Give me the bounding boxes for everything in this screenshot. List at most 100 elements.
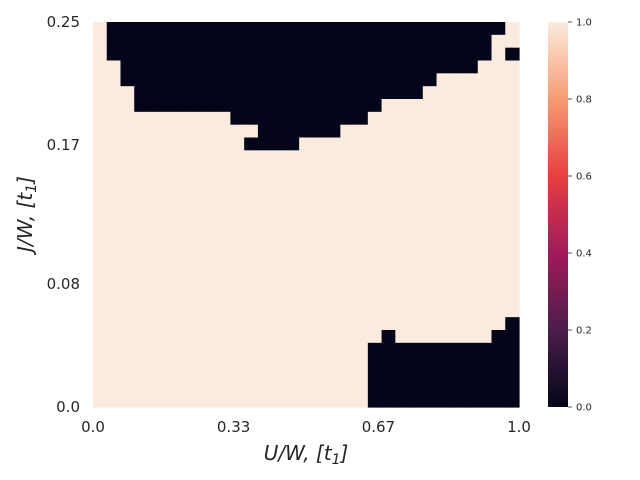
heatmap-cell bbox=[93, 381, 108, 395]
heatmap-cell bbox=[354, 240, 369, 254]
heatmap-cell bbox=[450, 124, 465, 139]
heatmap-cell bbox=[422, 342, 438, 357]
heatmap-cell bbox=[161, 22, 177, 36]
heatmap-cell bbox=[271, 176, 286, 190]
heatmap-cell bbox=[450, 150, 465, 164]
heatmap-cell bbox=[450, 265, 465, 280]
heatmap-cell bbox=[285, 150, 300, 164]
heatmap-cell bbox=[299, 291, 314, 305]
heatmap-cell bbox=[216, 330, 232, 344]
heatmap-cell bbox=[436, 73, 451, 87]
heatmap-cell bbox=[367, 317, 383, 331]
heatmap-cell bbox=[120, 278, 135, 293]
heatmap-cell bbox=[106, 317, 122, 331]
heatmap-cell bbox=[367, 86, 383, 100]
heatmap-cell bbox=[147, 253, 163, 267]
heatmap-cell bbox=[175, 265, 190, 280]
heatmap-cell bbox=[285, 176, 300, 190]
heatmap-cell bbox=[202, 304, 218, 318]
heatmap-cell bbox=[202, 342, 218, 357]
heatmap-cell bbox=[326, 124, 341, 139]
heatmap-cell bbox=[299, 150, 314, 164]
heatmap-cell bbox=[202, 278, 218, 293]
heatmap-cell bbox=[244, 291, 259, 305]
heatmap-cell bbox=[93, 342, 108, 357]
heatmap-cell bbox=[312, 99, 328, 113]
heatmap-cell bbox=[134, 330, 149, 344]
heatmap-cell bbox=[477, 214, 493, 228]
heatmap-cell bbox=[367, 330, 383, 344]
heatmap-cell bbox=[299, 176, 314, 190]
heatmap-cell bbox=[477, 201, 493, 216]
heatmap-cell bbox=[106, 253, 122, 267]
colorbar-ticks: 0.0 0.2 0.4 0.6 0.8 1.0 bbox=[568, 18, 592, 414]
heatmap-cell bbox=[230, 253, 245, 267]
heatmap-cell bbox=[285, 34, 300, 49]
colorbar-tick-label: 0.0 bbox=[576, 403, 592, 414]
heatmap-cell bbox=[409, 394, 424, 408]
heatmap-cell bbox=[422, 304, 438, 318]
heatmap-cell bbox=[395, 60, 410, 74]
heatmap-cell bbox=[505, 317, 520, 331]
heatmap-cell bbox=[147, 394, 163, 408]
heatmap-cell bbox=[271, 304, 286, 318]
heatmap-cell bbox=[161, 304, 177, 318]
heatmap-cell bbox=[464, 137, 479, 151]
heatmap-cell bbox=[409, 137, 424, 151]
heatmap-cell bbox=[147, 163, 163, 177]
heatmap-cell bbox=[230, 265, 245, 280]
heatmap-cell bbox=[175, 304, 190, 318]
heatmap-cell bbox=[299, 394, 314, 408]
heatmap-cell bbox=[244, 150, 259, 164]
heatmap-cell bbox=[120, 176, 135, 190]
heatmap-cell bbox=[299, 86, 314, 100]
heatmap-cell bbox=[285, 86, 300, 100]
heatmap-cell bbox=[326, 291, 341, 305]
heatmap-cell bbox=[189, 137, 204, 151]
heatmap-cell bbox=[505, 291, 520, 305]
heatmap-cell bbox=[505, 394, 520, 408]
heatmap-cell bbox=[120, 163, 135, 177]
heatmap-cell bbox=[436, 381, 451, 395]
heatmap-cell bbox=[312, 34, 328, 49]
heatmap-cell bbox=[464, 73, 479, 87]
heatmap-cell bbox=[354, 60, 369, 74]
heatmap-cell bbox=[257, 73, 273, 87]
heatmap-cell bbox=[106, 99, 122, 113]
heatmap-cell bbox=[285, 265, 300, 280]
heatmap-cell bbox=[147, 34, 163, 49]
heatmap-cell bbox=[340, 342, 355, 357]
heatmap-cell bbox=[257, 188, 273, 203]
heatmap-cell bbox=[147, 214, 163, 228]
heatmap-cell bbox=[436, 124, 451, 139]
heatmap-cell bbox=[312, 176, 328, 190]
heatmap-cell bbox=[299, 214, 314, 228]
heatmap-cell bbox=[134, 368, 149, 382]
heatmap-cell bbox=[120, 394, 135, 408]
heatmap-cell bbox=[340, 291, 355, 305]
heatmap-cell bbox=[299, 381, 314, 395]
heatmap-cell bbox=[340, 188, 355, 203]
heatmap-cell bbox=[450, 342, 465, 357]
heatmap-cell bbox=[422, 99, 438, 113]
heatmap-cell bbox=[491, 124, 506, 139]
heatmap-cell bbox=[464, 342, 479, 357]
heatmap-cell bbox=[477, 47, 493, 62]
heatmap-cell bbox=[312, 291, 328, 305]
heatmap-cell bbox=[354, 394, 369, 408]
heatmap-cell bbox=[340, 394, 355, 408]
heatmap-cell bbox=[216, 60, 232, 74]
heatmap-cell bbox=[477, 381, 493, 395]
heatmap-cell bbox=[381, 47, 396, 62]
heatmap-cell bbox=[381, 227, 396, 241]
heatmap-cell bbox=[147, 304, 163, 318]
heatmap-cell bbox=[299, 47, 314, 62]
heatmap-cell bbox=[271, 86, 286, 100]
heatmap-cell bbox=[106, 304, 122, 318]
heatmap-cell bbox=[299, 355, 314, 370]
heatmap-cell bbox=[491, 34, 506, 49]
heatmap-cell bbox=[505, 124, 520, 139]
heatmap-cell bbox=[477, 304, 493, 318]
heatmap-cell bbox=[175, 22, 190, 36]
heatmap-cell bbox=[381, 86, 396, 100]
